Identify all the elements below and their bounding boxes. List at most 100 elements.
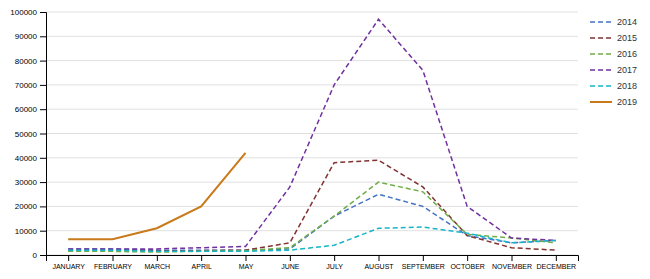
x-tick: JUNE xyxy=(281,255,300,270)
x-tick-label: DECEMBER xyxy=(536,263,576,270)
x-tick-label: OCTOBER xyxy=(450,263,485,270)
y-tick-label: 20000 xyxy=(15,202,38,211)
legend-swatch xyxy=(590,37,612,39)
x-tick-mark xyxy=(334,255,335,261)
y-tick: 90000 xyxy=(15,32,46,41)
x-tick: DECEMBER xyxy=(536,255,576,270)
lines xyxy=(68,19,556,252)
legend-label: 2018 xyxy=(617,81,637,91)
x-tick-label: AUGUST xyxy=(364,263,394,270)
x-tick-label: SEPTEMBER xyxy=(402,263,445,270)
legend-item: 2017 xyxy=(590,65,637,75)
x-axis: JANUARYFEBRUARYMARCHAPRILMAYJUNEJULYAUGU… xyxy=(47,255,579,270)
legend-item: 2014 xyxy=(590,17,637,27)
x-tick: JULY xyxy=(326,255,343,270)
series-line xyxy=(68,227,556,251)
x-tick-label: JUNE xyxy=(281,263,300,270)
x-tick-mark xyxy=(423,255,424,261)
series-line xyxy=(68,160,556,250)
y-tick-mark xyxy=(40,85,46,86)
legend-label: 2019 xyxy=(617,97,637,107)
y-tick-label: 0 xyxy=(33,251,38,260)
series-line xyxy=(68,182,556,252)
y-tick-mark xyxy=(40,182,46,183)
y-tick-mark xyxy=(40,158,46,159)
y-tick-mark xyxy=(40,36,46,37)
grid-line xyxy=(46,36,578,37)
grid-line xyxy=(46,84,578,85)
x-tick-mark xyxy=(467,255,468,261)
y-tick-label: 100000 xyxy=(10,8,37,17)
y-tick: 40000 xyxy=(15,154,46,163)
y-tick-mark xyxy=(40,61,46,62)
y-tick-mark xyxy=(40,109,46,110)
x-tick-mark xyxy=(290,255,291,261)
x-tick-mark xyxy=(512,255,513,261)
y-tick-mark xyxy=(40,206,46,207)
legend-item: 2016 xyxy=(590,49,637,59)
x-tick: OCTOBER xyxy=(450,255,485,270)
legend-swatch xyxy=(590,53,612,55)
series-line xyxy=(68,153,245,239)
legend-item: 2015 xyxy=(590,33,637,43)
y-tick-label: 90000 xyxy=(15,32,38,41)
legend-swatch xyxy=(590,101,612,103)
y-tick-label: 10000 xyxy=(15,227,38,236)
y-tick-label: 50000 xyxy=(15,130,38,139)
y-tick: 60000 xyxy=(15,105,46,114)
y-tick: 20000 xyxy=(15,202,46,211)
y-tick-mark xyxy=(40,134,46,135)
x-tick-mark xyxy=(379,255,380,261)
legend-label: 2016 xyxy=(617,49,637,59)
legend-label: 2014 xyxy=(617,17,637,27)
x-tick-mark xyxy=(68,255,69,261)
x-tick: SEPTEMBER xyxy=(402,255,445,270)
x-tick: JANUARY xyxy=(52,255,85,270)
x-tick-label: MAY xyxy=(239,263,254,270)
x-tick-mark xyxy=(246,255,247,261)
legend-swatch xyxy=(590,21,612,23)
y-tick-label: 40000 xyxy=(15,154,38,163)
x-axis-line xyxy=(47,256,579,262)
legend-swatch xyxy=(590,69,612,71)
x-tick-mark xyxy=(201,255,202,261)
legend: 2014 2015 2016 2017 2018 2019 xyxy=(590,17,637,107)
y-tick: 70000 xyxy=(15,81,46,90)
legend-item: 2018 xyxy=(590,81,637,91)
y-tick: 100000 xyxy=(10,8,46,17)
y-axis: 0 10000 20000 30000 40000 50000 60000 70000 8000… xyxy=(10,8,46,260)
y-tick-mark xyxy=(40,231,46,232)
y-tick-mark xyxy=(40,255,46,256)
series-line xyxy=(68,19,556,249)
grid-line xyxy=(46,109,578,110)
grid-line xyxy=(46,60,578,61)
x-tick-label: JANUARY xyxy=(52,263,85,270)
y-axis-line xyxy=(40,13,47,256)
legend-label: 2017 xyxy=(617,65,637,75)
x-tick: AUGUST xyxy=(364,255,394,270)
grid-line xyxy=(46,157,578,158)
y-tick-label: 60000 xyxy=(15,105,38,114)
grid xyxy=(46,12,578,255)
x-tick-label: NOVEMBER xyxy=(492,263,532,270)
y-tick: 10000 xyxy=(15,227,46,236)
chart: 0 10000 20000 30000 40000 50000 60000 70000 8000… xyxy=(0,0,650,279)
x-tick-mark xyxy=(157,255,158,261)
x-tick-mark xyxy=(113,255,114,261)
x-tick-label: FEBRUARY xyxy=(94,263,132,270)
y-tick-label: 70000 xyxy=(15,81,38,90)
legend-swatch xyxy=(590,85,612,87)
x-tick-mark xyxy=(556,255,557,261)
y-tick-label: 80000 xyxy=(15,57,38,66)
grid-line xyxy=(46,12,578,13)
x-tick-label: APRIL xyxy=(192,263,212,270)
x-tick: FEBRUARY xyxy=(94,255,132,270)
y-tick-label: 30000 xyxy=(15,178,38,187)
x-tick: MAY xyxy=(239,255,254,270)
legend-item: 2019 xyxy=(590,97,637,107)
y-tick: 0 xyxy=(33,251,46,260)
legend-label: 2015 xyxy=(617,33,637,43)
grid-line xyxy=(46,133,578,134)
x-tick: NOVEMBER xyxy=(492,255,532,270)
plot: 0 10000 20000 30000 40000 50000 60000 70000 8000… xyxy=(10,8,578,270)
